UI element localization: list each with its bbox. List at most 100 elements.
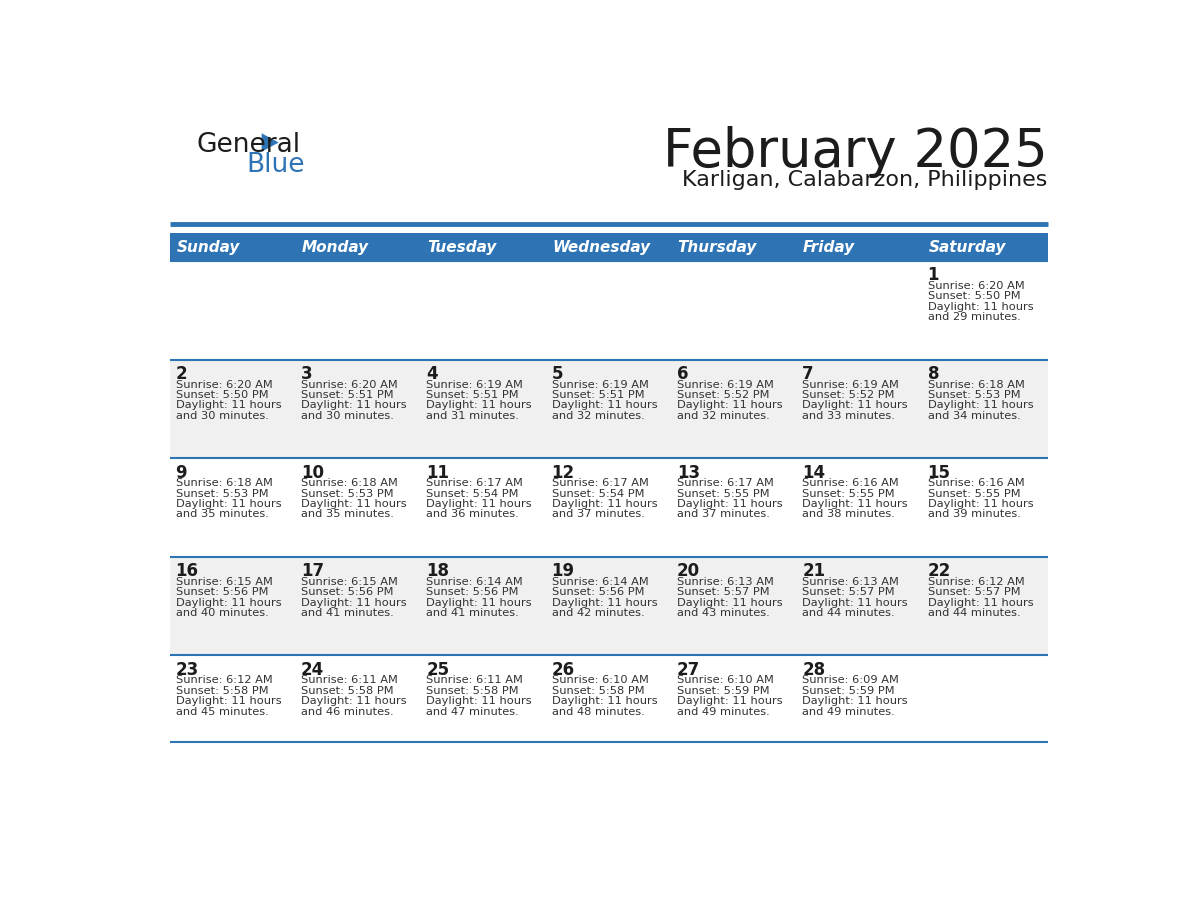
Text: Daylight: 11 hours: Daylight: 11 hours — [426, 696, 532, 706]
Text: Daylight: 11 hours: Daylight: 11 hours — [677, 499, 783, 509]
Text: Sunrise: 6:10 AM: Sunrise: 6:10 AM — [677, 676, 773, 686]
Text: Sunset: 5:57 PM: Sunset: 5:57 PM — [928, 588, 1020, 598]
Text: Sunset: 5:56 PM: Sunset: 5:56 PM — [551, 588, 644, 598]
Bar — [170, 233, 296, 261]
Text: and 40 minutes.: and 40 minutes. — [176, 608, 268, 618]
Text: 20: 20 — [677, 562, 700, 580]
Text: 22: 22 — [928, 562, 950, 580]
Text: and 41 minutes.: and 41 minutes. — [426, 608, 519, 618]
Text: 13: 13 — [677, 464, 700, 482]
Text: 6: 6 — [677, 365, 688, 383]
Text: Sunset: 5:54 PM: Sunset: 5:54 PM — [551, 488, 644, 498]
Text: Sunrise: 6:18 AM: Sunrise: 6:18 AM — [176, 478, 272, 488]
Bar — [170, 655, 1048, 742]
Text: Sunrise: 6:14 AM: Sunrise: 6:14 AM — [551, 577, 649, 587]
Text: and 34 minutes.: and 34 minutes. — [928, 411, 1020, 420]
Text: Sunset: 5:50 PM: Sunset: 5:50 PM — [176, 390, 268, 400]
Text: Sunset: 5:57 PM: Sunset: 5:57 PM — [802, 588, 895, 598]
Text: Sunset: 5:55 PM: Sunset: 5:55 PM — [802, 488, 895, 498]
Text: 19: 19 — [551, 562, 575, 580]
Text: Sunset: 5:54 PM: Sunset: 5:54 PM — [426, 488, 519, 498]
Text: and 35 minutes.: and 35 minutes. — [176, 509, 268, 520]
Text: 26: 26 — [551, 661, 575, 678]
Text: 17: 17 — [301, 562, 324, 580]
Text: Daylight: 11 hours: Daylight: 11 hours — [677, 696, 783, 706]
Text: and 42 minutes.: and 42 minutes. — [551, 608, 644, 618]
Text: Sunset: 5:59 PM: Sunset: 5:59 PM — [802, 686, 895, 696]
Text: Wednesday: Wednesday — [552, 240, 651, 254]
Text: Daylight: 11 hours: Daylight: 11 hours — [301, 598, 406, 608]
Text: and 48 minutes.: and 48 minutes. — [551, 707, 644, 717]
Bar — [421, 233, 546, 261]
Text: and 38 minutes.: and 38 minutes. — [802, 509, 895, 520]
Text: Daylight: 11 hours: Daylight: 11 hours — [426, 598, 532, 608]
Text: Sunset: 5:55 PM: Sunset: 5:55 PM — [928, 488, 1020, 498]
Text: and 32 minutes.: and 32 minutes. — [677, 411, 770, 420]
Text: Daylight: 11 hours: Daylight: 11 hours — [928, 499, 1034, 509]
Text: Thursday: Thursday — [677, 240, 757, 254]
Text: 2: 2 — [176, 365, 188, 383]
Text: Sunset: 5:58 PM: Sunset: 5:58 PM — [301, 686, 393, 696]
Bar — [170, 458, 1048, 556]
Text: 27: 27 — [677, 661, 700, 678]
Bar — [797, 233, 922, 261]
Text: 11: 11 — [426, 464, 449, 482]
Text: Sunset: 5:53 PM: Sunset: 5:53 PM — [176, 488, 268, 498]
Text: and 37 minutes.: and 37 minutes. — [677, 509, 770, 520]
Text: Daylight: 11 hours: Daylight: 11 hours — [802, 598, 908, 608]
Text: 24: 24 — [301, 661, 324, 678]
Text: Daylight: 11 hours: Daylight: 11 hours — [802, 400, 908, 410]
Text: 3: 3 — [301, 365, 312, 383]
Text: Sunset: 5:52 PM: Sunset: 5:52 PM — [802, 390, 895, 400]
Text: 5: 5 — [551, 365, 563, 383]
Text: and 44 minutes.: and 44 minutes. — [802, 608, 895, 618]
Text: Sunrise: 6:18 AM: Sunrise: 6:18 AM — [928, 380, 1024, 389]
Text: Daylight: 11 hours: Daylight: 11 hours — [677, 400, 783, 410]
Text: and 36 minutes.: and 36 minutes. — [426, 509, 519, 520]
Text: and 30 minutes.: and 30 minutes. — [301, 411, 394, 420]
Text: Sunrise: 6:18 AM: Sunrise: 6:18 AM — [301, 478, 398, 488]
Text: Sunrise: 6:12 AM: Sunrise: 6:12 AM — [176, 676, 272, 686]
Text: Sunrise: 6:19 AM: Sunrise: 6:19 AM — [677, 380, 773, 389]
Text: 4: 4 — [426, 365, 438, 383]
Text: Sunrise: 6:20 AM: Sunrise: 6:20 AM — [301, 380, 398, 389]
Text: Sunset: 5:51 PM: Sunset: 5:51 PM — [301, 390, 393, 400]
Text: 28: 28 — [802, 661, 826, 678]
Text: 14: 14 — [802, 464, 826, 482]
Text: Daylight: 11 hours: Daylight: 11 hours — [176, 696, 282, 706]
Text: Sunrise: 6:13 AM: Sunrise: 6:13 AM — [802, 577, 899, 587]
Text: Sunset: 5:57 PM: Sunset: 5:57 PM — [677, 588, 770, 598]
Text: Sunrise: 6:19 AM: Sunrise: 6:19 AM — [551, 380, 649, 389]
Text: Sunset: 5:56 PM: Sunset: 5:56 PM — [176, 588, 268, 598]
Bar — [671, 233, 797, 261]
Text: and 49 minutes.: and 49 minutes. — [677, 707, 770, 717]
Text: and 44 minutes.: and 44 minutes. — [928, 608, 1020, 618]
Text: Friday: Friday — [803, 240, 855, 254]
Text: Sunset: 5:51 PM: Sunset: 5:51 PM — [426, 390, 519, 400]
Text: Sunset: 5:51 PM: Sunset: 5:51 PM — [551, 390, 644, 400]
Text: and 41 minutes.: and 41 minutes. — [301, 608, 393, 618]
Text: Daylight: 11 hours: Daylight: 11 hours — [176, 400, 282, 410]
Text: Sunset: 5:53 PM: Sunset: 5:53 PM — [928, 390, 1020, 400]
Text: Sunrise: 6:12 AM: Sunrise: 6:12 AM — [928, 577, 1024, 587]
Text: and 45 minutes.: and 45 minutes. — [176, 707, 268, 717]
Text: General: General — [196, 131, 301, 158]
Bar — [170, 360, 1048, 458]
Text: and 32 minutes.: and 32 minutes. — [551, 411, 644, 420]
Text: Sunrise: 6:13 AM: Sunrise: 6:13 AM — [677, 577, 773, 587]
Text: Sunrise: 6:20 AM: Sunrise: 6:20 AM — [176, 380, 272, 389]
Text: Daylight: 11 hours: Daylight: 11 hours — [551, 400, 657, 410]
Text: Sunrise: 6:11 AM: Sunrise: 6:11 AM — [301, 676, 398, 686]
Text: Sunrise: 6:20 AM: Sunrise: 6:20 AM — [928, 281, 1024, 291]
Text: Saturday: Saturday — [928, 240, 1006, 254]
Text: and 33 minutes.: and 33 minutes. — [802, 411, 895, 420]
Text: 1: 1 — [928, 266, 939, 285]
Text: Sunset: 5:52 PM: Sunset: 5:52 PM — [677, 390, 770, 400]
Text: 8: 8 — [928, 365, 939, 383]
Text: Daylight: 11 hours: Daylight: 11 hours — [928, 302, 1034, 312]
Text: Sunrise: 6:17 AM: Sunrise: 6:17 AM — [677, 478, 773, 488]
Text: 21: 21 — [802, 562, 826, 580]
Text: Daylight: 11 hours: Daylight: 11 hours — [301, 696, 406, 706]
Text: Daylight: 11 hours: Daylight: 11 hours — [301, 400, 406, 410]
Text: Sunrise: 6:15 AM: Sunrise: 6:15 AM — [176, 577, 272, 587]
